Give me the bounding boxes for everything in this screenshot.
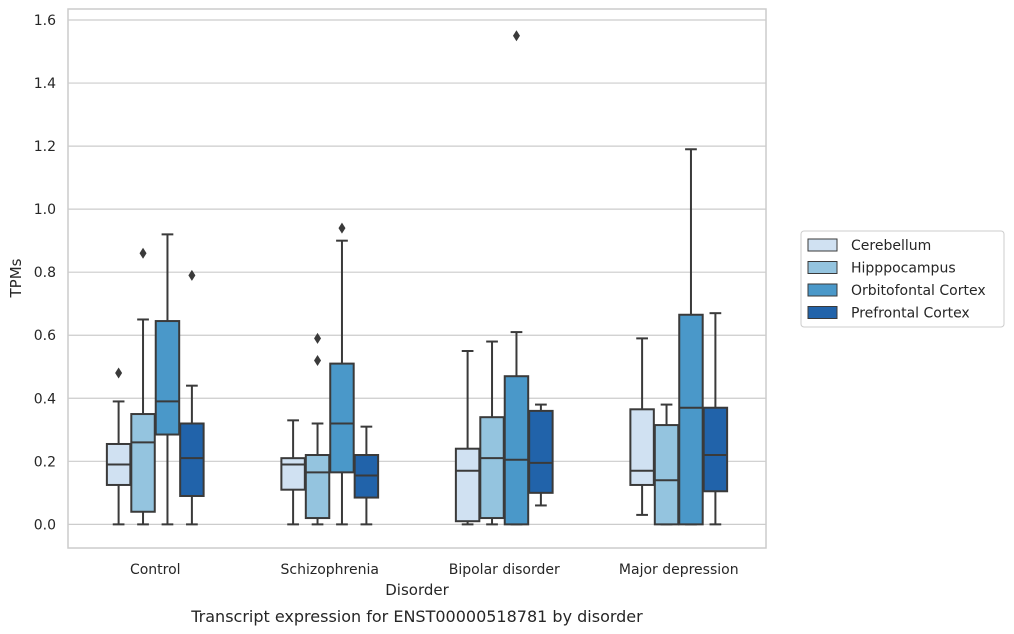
box-3-3: [702, 312, 729, 526]
box-3-2: [528, 403, 554, 507]
legend-swatch: [807, 238, 838, 252]
box-body: [503, 375, 530, 526]
boxes: [105, 30, 729, 526]
outlier-point: [188, 269, 196, 281]
plot-frame: [67, 8, 767, 549]
box-1-0: [130, 247, 156, 526]
box-body: [454, 447, 481, 523]
box-body: [479, 416, 505, 520]
x-tick-label: Bipolar disorder: [449, 562, 560, 578]
y-tick-label: 0.0: [34, 517, 56, 533]
legend-label: Cerebellum: [851, 238, 931, 254]
legend: Cerebellum Hipppocampus Orbitofontal Corte…: [800, 230, 1005, 328]
x-tick-labels: Control Schizophrenia Bipolar disorder Majo…: [130, 562, 739, 578]
box-1-2: [479, 340, 505, 526]
box-body: [678, 313, 704, 526]
y-tick-label: 1.0: [34, 202, 56, 218]
box-body: [528, 409, 554, 494]
x-tick-label: Schizophrenia: [281, 562, 379, 578]
y-tick-label: 0.6: [34, 328, 56, 344]
outlier-point: [314, 354, 322, 366]
box-1-1: [304, 332, 331, 526]
legend-label: Prefrontal Cortex: [851, 306, 970, 322]
box-3-1: [353, 425, 380, 526]
outlier-point: [139, 247, 147, 259]
y-tick-label: 0.2: [34, 454, 56, 470]
box-2-2: [503, 30, 530, 526]
box-3-0: [179, 269, 205, 526]
y-tick-label: 1.4: [34, 76, 56, 92]
box-body: [280, 457, 306, 491]
box-0-2: [454, 349, 481, 526]
box-2-1: [329, 222, 355, 526]
outlier-point: [115, 367, 123, 379]
legend-frame: [800, 230, 1005, 328]
box-1-3: [653, 403, 680, 526]
legend-label: Orbitofontal Cortex: [851, 283, 986, 299]
y-axis-label: TPMs: [7, 258, 25, 298]
box-2-3: [678, 148, 704, 526]
outlier-point: [338, 222, 346, 234]
y-tick-labels: 0.0 0.2 0.4 0.6 0.8 1.0 1.2 1.4 1.6: [34, 13, 56, 533]
box-body: [702, 406, 729, 493]
y-tick-label: 1.2: [34, 139, 56, 155]
y-tick-label: 1.6: [34, 13, 56, 29]
outlier-point: [512, 30, 520, 42]
legend-swatch: [807, 306, 838, 319]
box-body: [653, 424, 680, 526]
box-body: [304, 454, 331, 520]
y-tick-label: 0.8: [34, 265, 56, 281]
box-0-1: [280, 419, 306, 526]
box-body: [329, 362, 355, 474]
box-body: [179, 422, 205, 497]
legend-swatch: [807, 283, 838, 297]
legend-swatch: [807, 261, 838, 274]
x-tick-label: Major depression: [619, 562, 739, 578]
y-tick-label: 0.4: [34, 391, 56, 407]
x-tick-label: Control: [130, 562, 181, 578]
chart-caption: Transcript expression for ENST0000051878…: [190, 607, 643, 626]
box-0-3: [629, 337, 655, 516]
x-axis-label: Disorder: [385, 581, 449, 599]
box-0-0: [105, 367, 132, 526]
box-body: [629, 408, 655, 486]
outlier-point: [314, 332, 322, 344]
box-body: [154, 320, 181, 436]
box-2-0: [154, 233, 181, 526]
box-body: [130, 413, 156, 513]
legend-label: Hipppocampus: [851, 261, 956, 277]
